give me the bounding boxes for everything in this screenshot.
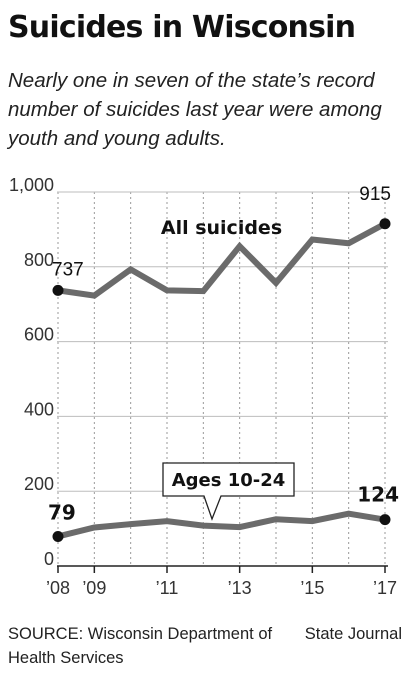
data-point-first [52, 284, 64, 296]
y-tick-label: 0 [44, 549, 54, 569]
data-point-last [379, 218, 391, 230]
x-tick-label: ’08 [46, 578, 70, 598]
series-line-all-suicides [57, 221, 387, 299]
data-label-first: 737 [52, 259, 84, 280]
credit-line: State Journal [304, 625, 402, 643]
series-line-ages-10-24 [57, 510, 386, 540]
data-label-last: 124 [357, 483, 399, 507]
line-chart: 0 200 400 600 800 1,000 ’08 ’09 ’11 ’13 ’15 ’17 737 9… [9, 175, 399, 598]
callout-box [162, 462, 295, 521]
x-tick-label: ’09 [82, 578, 106, 598]
y-tick-label: 400 [24, 399, 54, 419]
data-label-last: 915 [359, 184, 391, 205]
data-point-last [379, 514, 391, 526]
y-tick-label: 200 [24, 474, 54, 494]
series-label-all-suicides: All suicides [161, 217, 282, 239]
chart-subtitle: Nearly one in seven of the state’s recor… [8, 69, 382, 150]
x-tick-label: ’17 [373, 578, 397, 598]
source-note: SOURCE: Wisconsin Department of Health S… [8, 625, 273, 667]
data-label-first: 79 [48, 500, 76, 524]
y-tick-label: 1,000 [9, 175, 54, 195]
data-point-first [52, 530, 64, 542]
x-tick-label: ’15 [300, 578, 324, 598]
series-label-ages-10-24: Ages 10-24 [172, 470, 286, 491]
y-tick-label: 800 [24, 250, 54, 270]
y-tick-label: 600 [24, 325, 54, 345]
x-tick-label: ’11 [156, 578, 179, 598]
x-tick-label: ’13 [228, 578, 252, 598]
chart-title: Suicides in Wisconsin [8, 10, 356, 45]
